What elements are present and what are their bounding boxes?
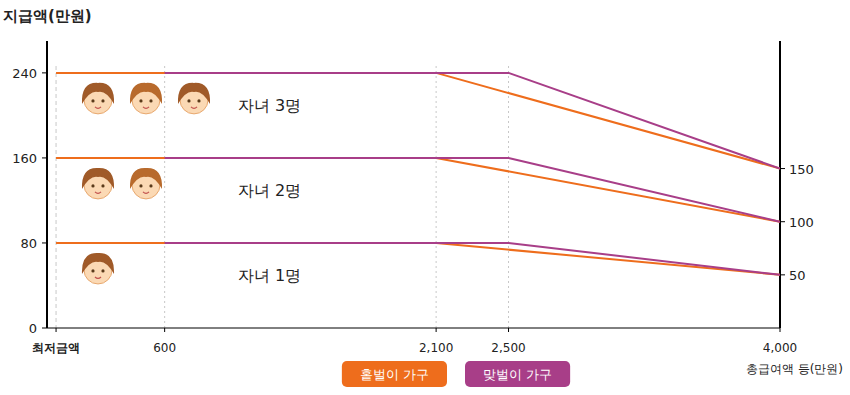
- hair: [82, 168, 114, 189]
- y2-tick-label: 50: [789, 268, 806, 283]
- grid-line: [164, 66, 165, 328]
- eye: [101, 99, 104, 102]
- mouth: [95, 107, 101, 109]
- y2-tick: [780, 168, 785, 169]
- chart: 0 80 160 240 50 100 150 최저금액 600 2,100 2,500 4,000 지…: [0, 0, 850, 395]
- legend-label: 홑벌이 가구: [360, 367, 429, 382]
- eye: [197, 99, 200, 102]
- x-tick-label: 2,100: [419, 341, 453, 355]
- y2-tick: [780, 221, 785, 222]
- eye: [139, 184, 142, 187]
- child-icon: [178, 83, 210, 114]
- x-tick: [436, 328, 437, 332]
- group-label: 자녀 2명: [238, 181, 301, 200]
- legend: 홑벌이 가구 맞벌이 가구: [342, 361, 570, 387]
- y2-axis: [779, 41, 781, 328]
- x-tick-label: 최저금액: [32, 341, 80, 355]
- y-tick-label: 0: [29, 321, 37, 336]
- grid-line: [56, 66, 57, 328]
- y-tick-label: 160: [12, 151, 37, 166]
- y-tick: [42, 242, 47, 243]
- x-tick-label: 2,500: [491, 341, 525, 355]
- x-tick: [508, 328, 509, 332]
- legend-swatch: [342, 361, 447, 387]
- grid-line: [436, 66, 437, 328]
- hair: [82, 83, 114, 104]
- y2-tick-label: 100: [789, 215, 814, 230]
- eye: [139, 99, 142, 102]
- hair: [82, 253, 114, 274]
- x-tick: [56, 328, 57, 332]
- mouth: [143, 107, 149, 109]
- group-label: 자녀 3명: [238, 96, 301, 115]
- y-axis: [46, 41, 48, 328]
- child-icon: [130, 83, 162, 114]
- hair: [178, 83, 210, 104]
- mouth: [143, 192, 149, 194]
- legend-label: 맞벌이 가구: [483, 367, 552, 382]
- group-decoration: [82, 253, 114, 284]
- x-tick: [164, 328, 165, 332]
- child-icon: [82, 83, 114, 114]
- group-decoration: [82, 168, 162, 199]
- legend-item: 맞벌이 가구: [465, 361, 570, 387]
- eye: [91, 99, 94, 102]
- x-tick: [780, 328, 781, 332]
- series-line: [56, 243, 780, 275]
- hair: [130, 168, 162, 189]
- eye: [149, 184, 152, 187]
- eye: [187, 99, 190, 102]
- eye: [91, 269, 94, 272]
- y2-tick-label: 150: [789, 162, 814, 177]
- x-tick-label: 600: [153, 341, 176, 355]
- eye: [91, 184, 94, 187]
- y-tick: [42, 328, 47, 329]
- series-line: [56, 158, 780, 222]
- grid-line: [508, 66, 509, 328]
- mouth: [95, 277, 101, 279]
- eye: [101, 184, 104, 187]
- mouth: [191, 107, 197, 109]
- lines: [56, 73, 780, 275]
- eye: [101, 269, 104, 272]
- series-line: [165, 158, 780, 222]
- y-tick-label: 240: [12, 66, 37, 81]
- group-label: 자녀 1명: [238, 266, 301, 285]
- legend-item: 홑벌이 가구: [342, 361, 447, 387]
- legend-swatch: [465, 361, 570, 387]
- hair: [130, 83, 162, 104]
- eye: [149, 99, 152, 102]
- x-tick-label: 4,000: [763, 341, 797, 355]
- series-line: [165, 243, 780, 275]
- series-line: [165, 73, 780, 169]
- child-icon: [130, 168, 162, 199]
- y-tick: [42, 72, 47, 73]
- mouth: [95, 192, 101, 194]
- x-axis: [47, 328, 780, 329]
- y2-tick: [780, 274, 785, 275]
- y-axis-title: 지급액(만원): [3, 7, 92, 25]
- series-line: [56, 73, 780, 169]
- child-icon: [82, 253, 114, 284]
- y-tick-label: 80: [20, 236, 37, 251]
- y-tick: [42, 157, 47, 158]
- x-axis-title: 총급여액 등(만원): [746, 362, 843, 376]
- child-icon: [82, 168, 114, 199]
- group-decoration: [82, 83, 210, 114]
